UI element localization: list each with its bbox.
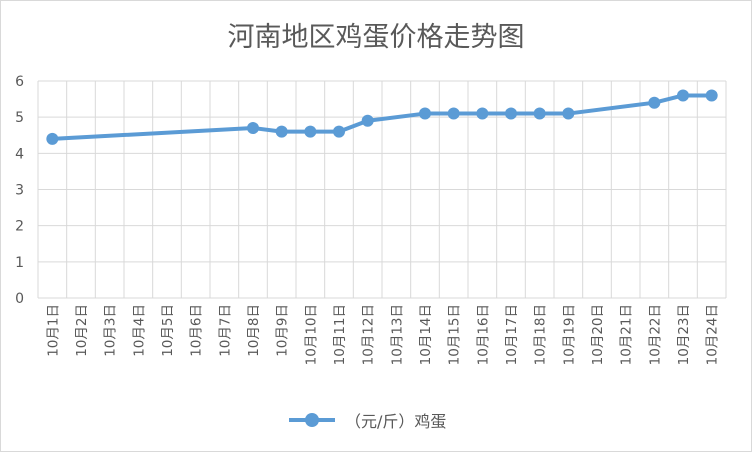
data-point — [648, 96, 661, 109]
legend-marker — [289, 408, 335, 432]
x-tick-label: 10月16日 — [475, 304, 491, 365]
chart-title: 河南地区鸡蛋价格走势图 — [227, 22, 525, 53]
data-point — [533, 107, 546, 120]
y-tick-label: 2 — [15, 219, 24, 235]
y-tick-label: 6 — [15, 74, 24, 90]
y-tick-label: 1 — [15, 255, 24, 271]
data-point — [419, 107, 431, 120]
x-tick-label: 10月13日 — [389, 304, 405, 365]
x-tick-label: 10月9日 — [275, 304, 291, 357]
x-tick-label: 10月1日 — [45, 304, 61, 357]
data-point — [677, 89, 689, 102]
data-point — [275, 125, 288, 138]
x-tick-label: 10月24日 — [705, 304, 721, 365]
x-tick-label: 10月12日 — [361, 304, 377, 365]
x-tick-label: 10月22日 — [647, 304, 663, 365]
legend-label: （元/斤）鸡蛋 — [345, 412, 447, 431]
data-point — [705, 89, 718, 102]
x-tick-label: 10月18日 — [533, 304, 549, 365]
x-tick-label: 10月4日 — [131, 304, 147, 357]
y-tick-label: 3 — [15, 183, 24, 199]
legend[interactable]: （元/斤）鸡蛋 — [289, 408, 446, 432]
data-point — [304, 125, 317, 138]
data-point — [247, 122, 259, 135]
y-tick-label: 5 — [15, 110, 24, 126]
x-tick-label: 10月2日 — [74, 304, 90, 357]
x-tick-label: 10月8日 — [246, 304, 262, 357]
x-tick-label: 10月7日 — [217, 304, 233, 357]
x-tick-label: 10月15日 — [447, 304, 463, 365]
x-tick-label: 10月14日 — [418, 304, 434, 365]
data-point — [505, 107, 517, 120]
data-point — [46, 132, 59, 145]
x-tick-label: 10月3日 — [103, 304, 119, 357]
data-point — [476, 107, 489, 120]
x-tick-label: 10月21日 — [619, 304, 635, 365]
x-tick-label: 10月17日 — [504, 304, 520, 365]
data-point — [361, 114, 374, 127]
data-point — [562, 107, 575, 120]
data-point — [333, 125, 345, 138]
x-tick-label: 10月5日 — [160, 304, 176, 357]
x-tick-label: 10月19日 — [561, 304, 577, 365]
x-tick-label: 10月20日 — [590, 304, 606, 365]
x-tick-label: 10月11日 — [332, 304, 348, 365]
data-point — [447, 107, 460, 120]
y-tick-label: 0 — [15, 291, 24, 307]
x-tick-label: 10月10日 — [303, 304, 319, 365]
x-tick-label: 10月23日 — [676, 304, 692, 365]
x-tick-label: 10月6日 — [189, 304, 205, 357]
y-tick-label: 4 — [15, 146, 24, 162]
